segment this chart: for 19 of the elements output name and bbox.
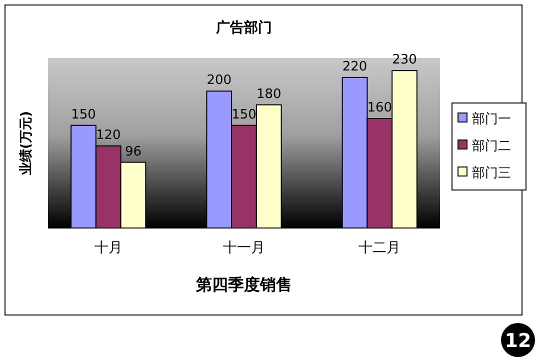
- legend-label: 部门一: [472, 111, 511, 127]
- data-label: 120: [96, 128, 121, 143]
- text: 12: [504, 330, 532, 352]
- legend-label: 部门二: [472, 138, 511, 154]
- x-tick-label: 十二月: [358, 240, 401, 256]
- x-tick-label: 十月: [94, 240, 122, 256]
- chart-title: 广告部门: [215, 19, 272, 36]
- y-axis-title: 业绩(万元): [19, 111, 34, 176]
- data-label: 180: [256, 86, 282, 102]
- data-label: 150: [232, 107, 256, 122]
- x-tick-label: 十一月: [223, 240, 265, 256]
- data-label: 96: [124, 144, 142, 160]
- data-label: 150: [71, 107, 96, 122]
- data-label: 200: [206, 73, 232, 88]
- data-label: 220: [342, 59, 368, 74]
- x-axis-title: 第四季度销售: [195, 275, 292, 294]
- data-label: 160: [367, 100, 392, 116]
- data-label: 230: [392, 52, 417, 68]
- legend-label: 部门三: [472, 165, 511, 181]
